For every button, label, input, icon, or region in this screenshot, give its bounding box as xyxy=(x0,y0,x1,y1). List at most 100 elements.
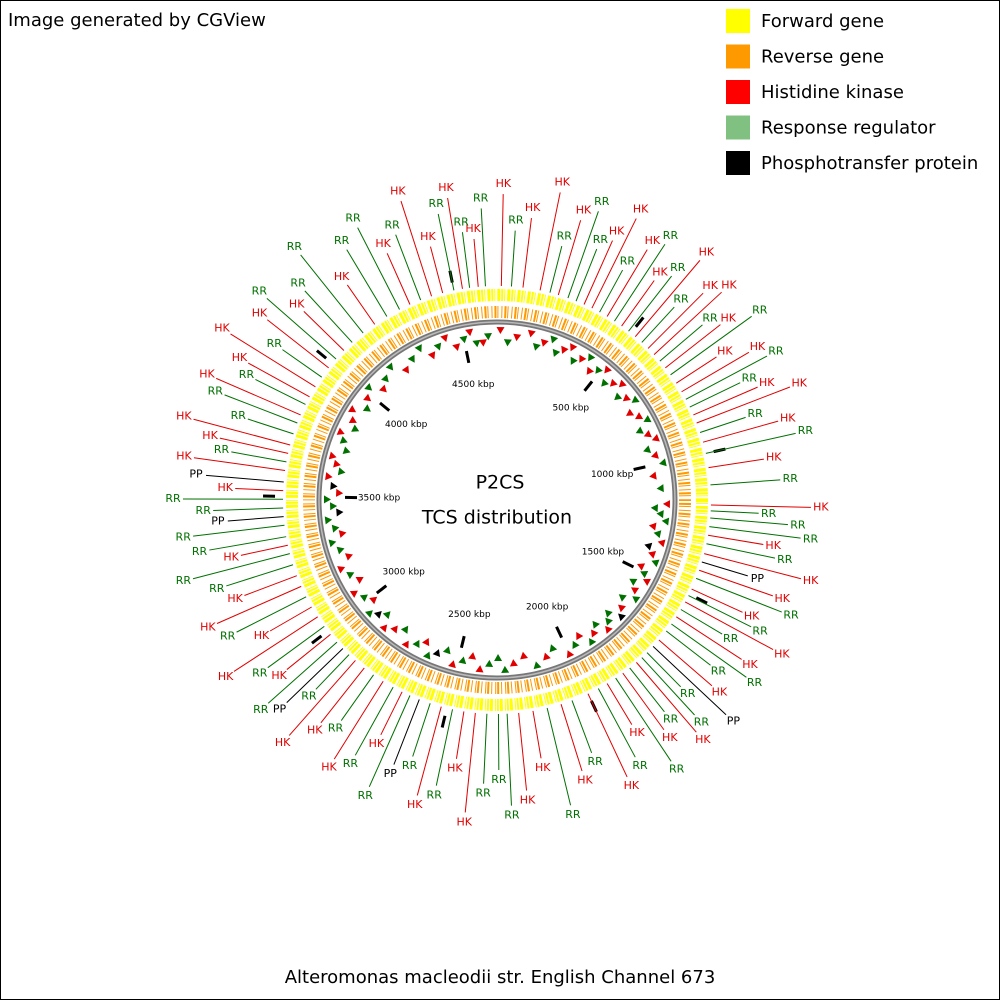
feature-label: RR xyxy=(790,518,806,531)
callout-line xyxy=(546,707,572,806)
outer-tick-mark xyxy=(440,715,447,728)
callout-line xyxy=(216,377,301,416)
feature-glyph xyxy=(344,553,353,561)
feature-label: RR xyxy=(328,722,344,735)
feature-glyph xyxy=(527,329,536,338)
feature-label: RR xyxy=(491,773,507,786)
feature-label: RR xyxy=(402,759,418,772)
feature-label: RR xyxy=(301,690,317,703)
feature-glyph xyxy=(601,378,609,387)
feature-glyph xyxy=(452,343,460,352)
callout-line xyxy=(701,561,748,577)
feature-glyph xyxy=(369,596,378,605)
feature-glyph xyxy=(561,345,569,354)
feature-glyph xyxy=(355,577,364,584)
feature-label: RR xyxy=(192,545,208,558)
callout-line xyxy=(689,382,741,408)
feature-label: RR xyxy=(565,808,581,821)
feature-glyph xyxy=(618,613,626,622)
feature-glyph xyxy=(552,348,561,357)
callout-line xyxy=(557,220,582,296)
callout-line xyxy=(708,458,764,469)
feature-label: RR xyxy=(165,492,181,505)
callout-line xyxy=(435,709,453,786)
feature-label: HK xyxy=(254,629,270,642)
feature-glyph xyxy=(365,610,373,618)
feature-glyph xyxy=(373,611,382,619)
callout-line xyxy=(205,474,284,483)
callout-line xyxy=(684,601,774,651)
feature-glyph xyxy=(650,504,658,513)
callout-line xyxy=(587,693,628,778)
feature-glyph xyxy=(359,594,368,602)
feature-glyph xyxy=(381,374,389,383)
callout-line xyxy=(226,564,294,587)
feature-glyph xyxy=(485,659,494,668)
callout-line xyxy=(560,704,583,772)
feature-glyph xyxy=(635,412,644,420)
tick-label: 4000 kbp xyxy=(385,420,428,430)
feature-label: HK xyxy=(218,481,234,494)
tick-mark xyxy=(555,626,563,639)
feature-glyph xyxy=(412,639,420,648)
callout-line xyxy=(216,585,302,624)
feature-glyph xyxy=(662,500,671,509)
feature-glyph xyxy=(640,570,649,579)
callout-line xyxy=(599,269,624,313)
reverse-gene-ring xyxy=(303,306,691,694)
callout-line xyxy=(670,315,752,376)
feature-label: RR xyxy=(803,532,819,545)
feature-glyph xyxy=(591,629,599,638)
legend-swatch xyxy=(726,151,750,175)
feature-glyph xyxy=(595,365,603,374)
tick-label: 1000 kbp xyxy=(591,470,634,480)
feature-glyph xyxy=(448,660,456,669)
feature-label: HK xyxy=(202,429,218,442)
feature-label: HK xyxy=(200,621,216,634)
feature-glyph xyxy=(541,338,549,347)
feature-glyph xyxy=(433,342,442,351)
feature-label: HK xyxy=(176,410,192,423)
feature-glyph xyxy=(331,524,340,533)
feature-label: RR xyxy=(798,424,814,437)
header: Image generated by CGView xyxy=(8,10,266,31)
feature-glyph xyxy=(570,356,578,365)
feature-label: HK xyxy=(803,574,819,587)
feature-label: HK xyxy=(390,185,406,198)
callout-line xyxy=(583,240,613,305)
feature-label: HK xyxy=(214,322,230,335)
feature-label: RR xyxy=(752,303,768,316)
feature-label: HK xyxy=(792,376,808,389)
feature-glyph xyxy=(642,578,652,586)
callout-line xyxy=(659,324,703,362)
feature-label: HK xyxy=(765,539,781,552)
feature-label: RR xyxy=(358,789,374,802)
feature-label: HK xyxy=(624,779,640,792)
feature-label: HK xyxy=(275,736,291,749)
callout-line xyxy=(193,418,291,446)
callout-line xyxy=(634,260,701,338)
callout-line xyxy=(266,319,329,369)
callout-line xyxy=(247,418,294,435)
feature-glyph xyxy=(338,530,347,538)
feature-label: RR xyxy=(429,197,445,210)
callout-line xyxy=(286,648,344,703)
feature-label: PP xyxy=(273,703,287,716)
feature-label: HK xyxy=(271,669,287,682)
feature-glyph xyxy=(532,343,541,351)
feature-label: RR xyxy=(427,788,443,801)
feature-glyph xyxy=(513,333,522,342)
feature-label: HK xyxy=(375,237,391,250)
feature-glyph xyxy=(605,625,613,634)
callout-line xyxy=(461,232,471,288)
tick-label: 3500 kbp xyxy=(358,494,401,504)
feature-glyph xyxy=(637,563,646,571)
callout-line xyxy=(473,238,479,287)
callout-line xyxy=(354,686,394,756)
tick-mark xyxy=(464,350,471,364)
feature-label: HK xyxy=(750,340,766,353)
feature-label: RR xyxy=(747,676,763,689)
legend-label: Phosphotransfer protein xyxy=(761,153,978,174)
feature-label: RR xyxy=(752,624,768,637)
